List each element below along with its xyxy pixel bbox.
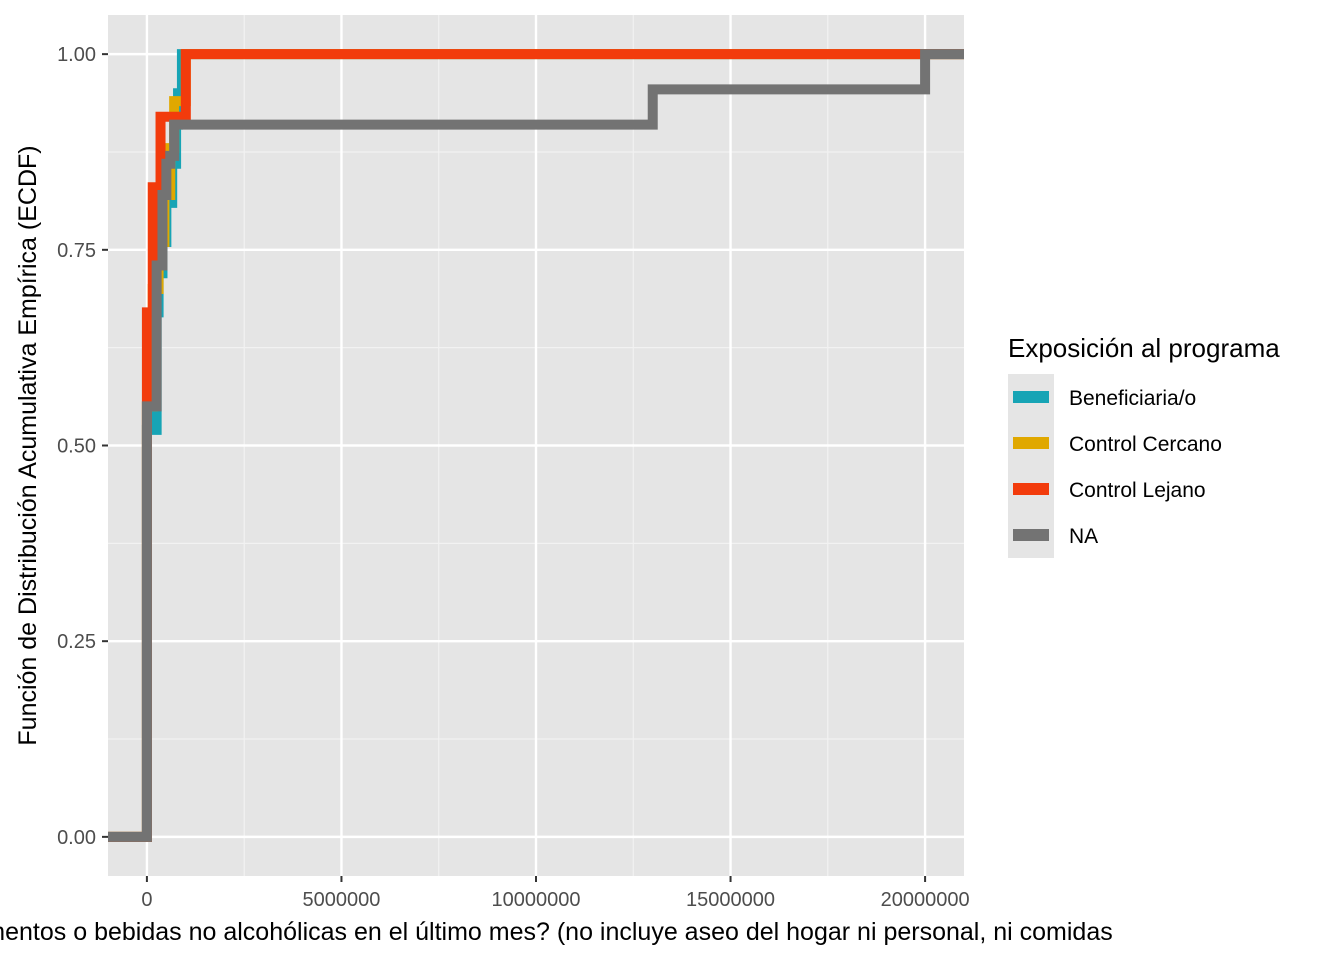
x-tick-label: 15000000 [686,889,775,911]
y-tick-label: 0.25 [57,631,96,653]
legend-label: NA [1069,525,1098,548]
legend-key [1013,437,1049,449]
legend-key [1013,529,1049,541]
series-line-na [108,49,964,842]
y-axis-title: Función de Distribución Acumulativa Empí… [14,145,42,745]
y-tick-label: 0.00 [57,827,96,849]
legend-key [1013,483,1049,495]
x-axis-title: alimentos o bebidas no alcohólicas en el… [0,918,1113,946]
legend-title: Exposición al programa [1008,333,1280,363]
y-tick-label: 1.00 [57,44,96,66]
axis-ticks [102,53,927,882]
x-tick-label: 10000000 [492,889,581,911]
x-tick-label: 0 [141,889,152,911]
legend-items: Beneficiaria/o Control Cercano Control Lej… [1013,387,1222,548]
y-tick-label: 0.75 [57,240,96,262]
y-tick-label: 0.50 [57,436,96,458]
legend-label: Control Lejano [1069,479,1206,502]
x-tick-labels: 0 5000000 10000000 15000000 20000000 [141,889,969,911]
y-tick-labels: 0.00 0.25 0.50 0.75 1.00 [57,44,96,849]
x-tick-label: 5000000 [303,889,381,911]
legend: Exposición al programa Beneficiaria/o Con… [1008,333,1280,558]
legend-label: Control Cercano [1069,433,1222,456]
x-tick-label: 20000000 [881,889,970,911]
series-layer [108,49,964,842]
legend-key-background [1008,374,1054,558]
legend-label: Beneficiaria/o [1069,387,1196,410]
legend-key [1013,391,1049,403]
